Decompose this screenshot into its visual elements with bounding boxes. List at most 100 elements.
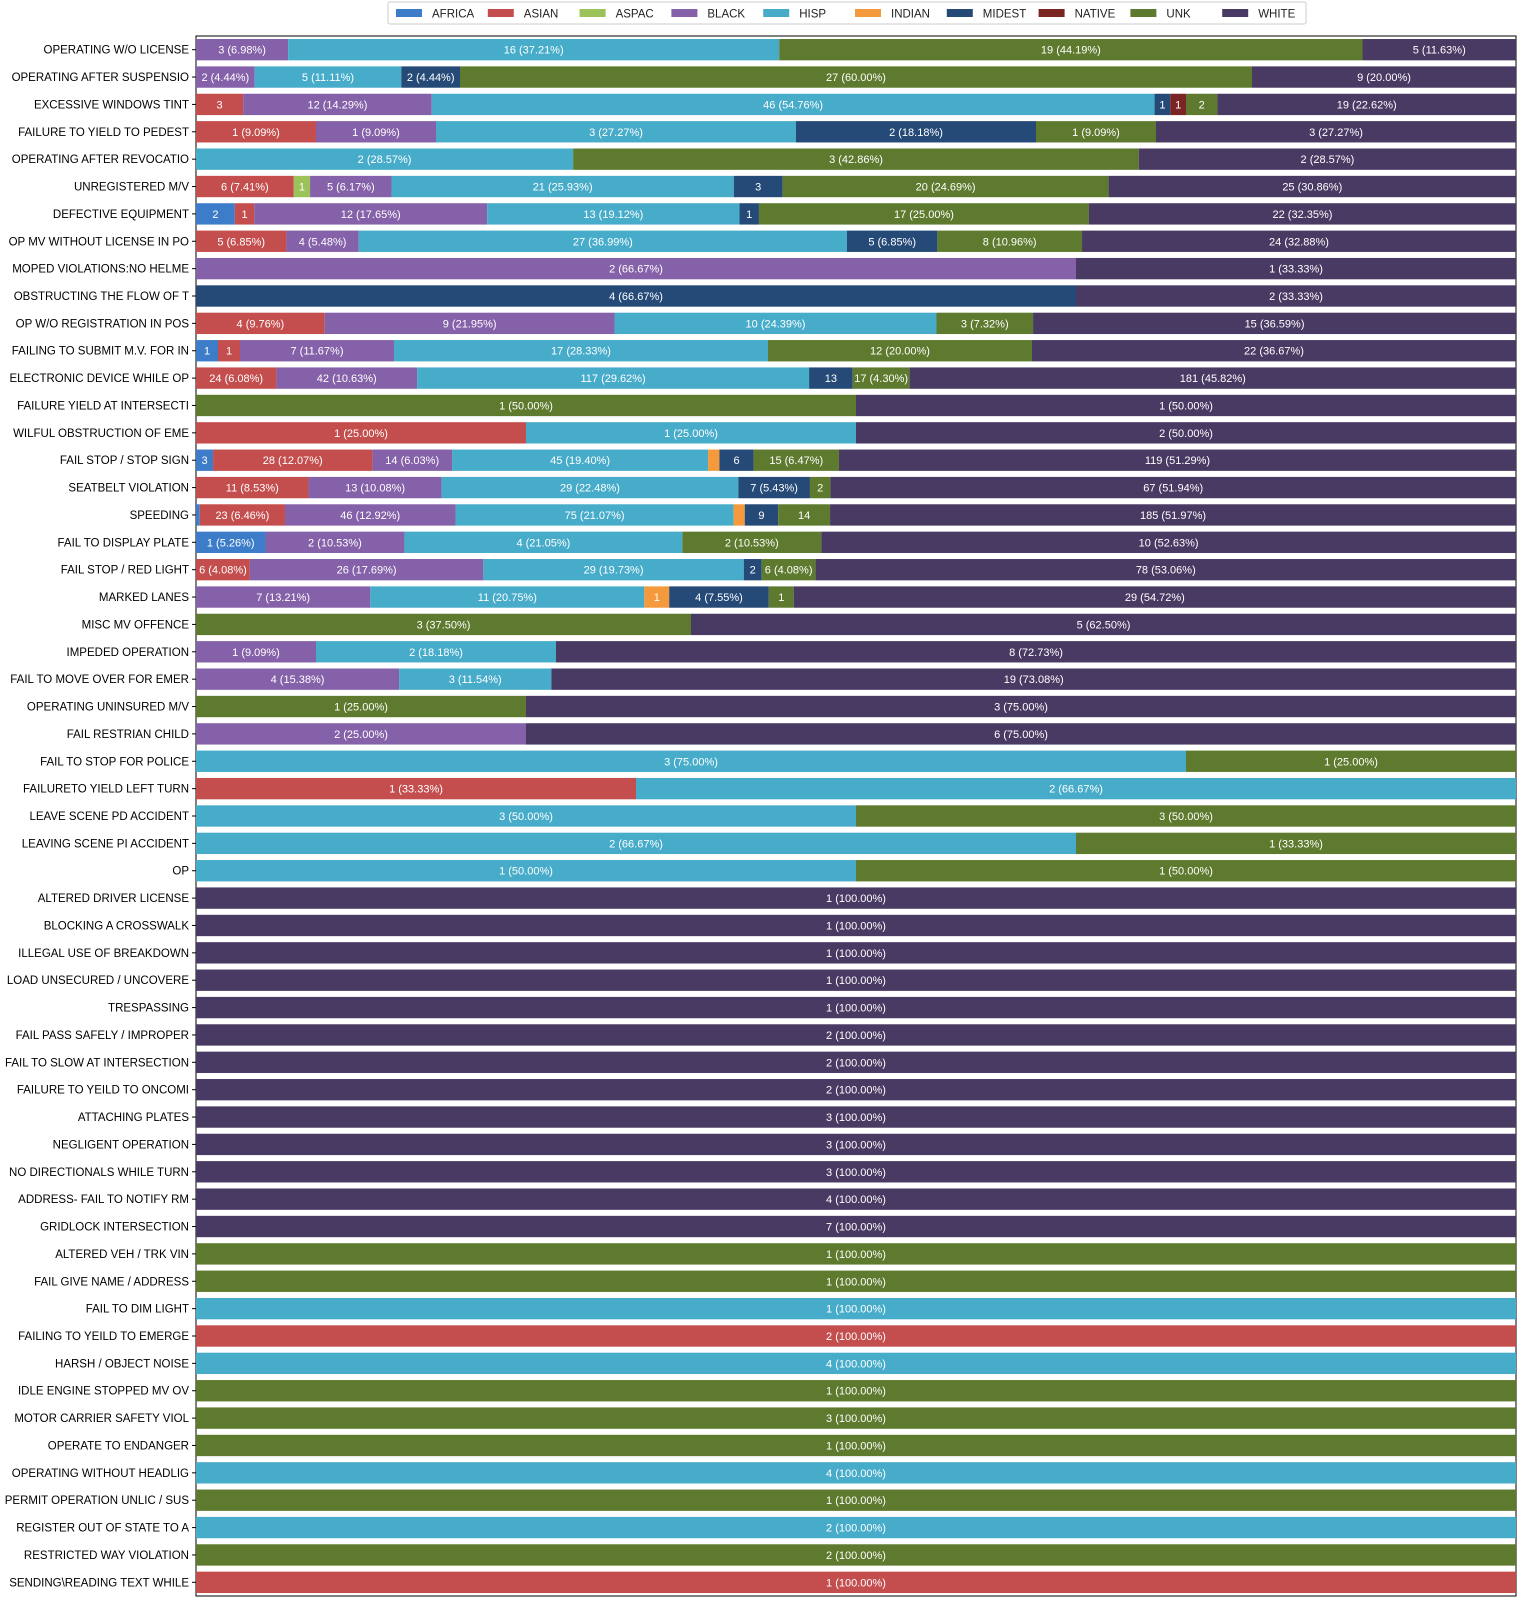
bar-segment-black [243,93,432,116]
bar-row: 3 (100.00%) [196,1106,1516,1128]
bar-segment-white [1138,148,1516,170]
legend-label-africa: AFRICA [432,9,475,21]
bar-segment-hisp [399,668,552,690]
bar-segment-black [284,504,456,526]
data-label: 3 (7.32%) [961,318,1009,330]
data-label: 1 [1159,99,1165,111]
bar-segment-unk [856,805,1516,827]
bar-segment-midest [719,449,754,471]
data-label: 1 (9.09%) [1072,127,1120,139]
legend-label-black: BLACK [707,9,745,21]
bar-row: 1 (100.00%) [196,1243,1516,1265]
data-label: 3 (42.86%) [829,154,883,166]
data-label: 1 (100.00%) [826,893,886,905]
bar-segment-unk [196,1434,1516,1457]
category-label: MOTOR CARRIER SAFETY VIOL [14,1413,189,1425]
data-label: 1 (100.00%) [826,1386,886,1398]
category-label: WILFUL OBSTRUCTION OF EME [13,428,189,440]
data-label: 17 (4.30%) [854,373,908,385]
category-label: HARSH / OBJECT NOISE [55,1358,189,1370]
data-label: 6 (7.41%) [221,182,269,194]
data-label: 2 (100.00%) [826,1331,886,1343]
data-label: 9 (20.00%) [1357,72,1411,84]
data-label: 1 [654,592,660,604]
bar-segment-midest [738,476,810,499]
bar-segment-white [856,422,1516,444]
data-label: 17 (25.00%) [894,209,954,221]
bar-segment-white [838,449,1516,471]
bar-segment-midest [196,285,1076,307]
category-label: FAILURE YIELD AT INTERSECTI [17,400,189,412]
bar-segment-unk [196,1544,1516,1566]
data-label: 3 [217,99,223,111]
legend-swatch-native [1038,9,1065,17]
data-label: 5 (62.50%) [1077,619,1131,631]
data-label: 4 (9.76%) [237,318,285,330]
data-label: 6 (4.08%) [199,565,247,577]
bar-row: 7 (13.21%) 11 (20.75%) 1 4 (7.55%) 1 29 (54.7… [196,586,1516,608]
bar-segment-hisp [452,449,709,471]
bar-row: 3 (100.00%) [196,1133,1516,1156]
legend-swatch-white [1222,9,1249,17]
data-label: 2 (100.00%) [826,1057,886,1069]
data-label: 1 (25.00%) [1324,756,1378,768]
bar-segment-midest [739,203,759,225]
bar-segment-black [196,257,1076,280]
data-label: 2 (18.18%) [409,647,463,659]
bar-segment-asian [196,93,244,116]
data-label: 29 (22.48%) [560,483,620,495]
category-label: FAIL RESTRIAN CHILD [67,729,189,741]
bar-segment-unk [196,1489,1516,1511]
data-label: 3 (50.00%) [499,811,553,823]
bar-segment-black [196,586,371,608]
data-label: 46 (54.76%) [763,99,823,111]
bar-segment-white [1362,39,1516,61]
category-label: FAILING TO YEILD TO EMERGE [18,1331,189,1343]
category-label: ALTERED VEH / TRK VIN [55,1249,189,1261]
data-label: 10 (52.63%) [1139,537,1199,549]
bar-segment-asian [196,1325,1516,1347]
data-label: 28 (12.07%) [263,455,323,467]
category-label: SENDING\READING TEXT WHILE [9,1577,189,1589]
bar-segment-unk [196,1243,1516,1265]
bar-segment-white [196,996,1516,1019]
category-label: OP W/O REGISTRATION IN POS [16,318,190,330]
data-label: 12 (20.00%) [870,346,930,358]
bar-segment-unk [1186,750,1516,772]
bar-segment-black [372,449,453,471]
category-label: GRIDLOCK INTERSECTION [40,1222,189,1234]
bar-segment-black [249,559,484,581]
data-label: 4 (21.05%) [516,537,570,549]
data-label: 7 (13.21%) [256,592,310,604]
data-label: 3 [755,182,761,194]
category-label: OBSTRUCTING THE FLOW OF T [14,291,189,303]
data-label: 25 (30.86%) [1282,182,1342,194]
bar-segment-white [793,586,1516,608]
data-label: 3 (75.00%) [994,702,1048,714]
data-label: 1 (50.00%) [1159,866,1213,878]
category-label: FAIL TO DIM LIGHT [86,1304,189,1316]
bar-segment-hisp [288,39,780,61]
category-label: MOPED VIOLATIONS:NO HELME [12,264,189,276]
bar-segment-white [526,695,1516,718]
category-label: BLOCKING A CROSSWALK [44,920,190,932]
data-label: 1 [746,209,752,221]
data-label: 21 (25.93%) [533,182,593,194]
data-label: 2 (33.33%) [1269,291,1323,303]
bar-segment-asian [196,312,325,335]
bar-row: 1 (100.00%) [196,914,1516,937]
bar-segment-black [276,367,418,389]
data-label: 5 (11.11%) [302,72,354,84]
category-label: SPEEDING [130,510,189,522]
category-label: LEAVING SCENE PI ACCIDENT [22,838,189,850]
legend-swatch-asian [487,9,514,17]
bar-segment-midest [1154,93,1171,116]
bar-row: 5 (6.85%) 4 (5.48%) 27 (36.99%) 5 (6.85%) 8 … [196,230,1516,252]
bar-row: 1 (33.33%) 2 (66.67%) [196,777,1516,800]
bar-segment-asian [196,367,277,389]
data-label: 13 (19.12%) [583,209,643,221]
data-label: 8 (72.73%) [1009,647,1063,659]
data-label: 14 (6.03%) [385,455,439,467]
data-label: 2 (66.67%) [1049,784,1103,796]
bar-segment-black [196,66,255,88]
